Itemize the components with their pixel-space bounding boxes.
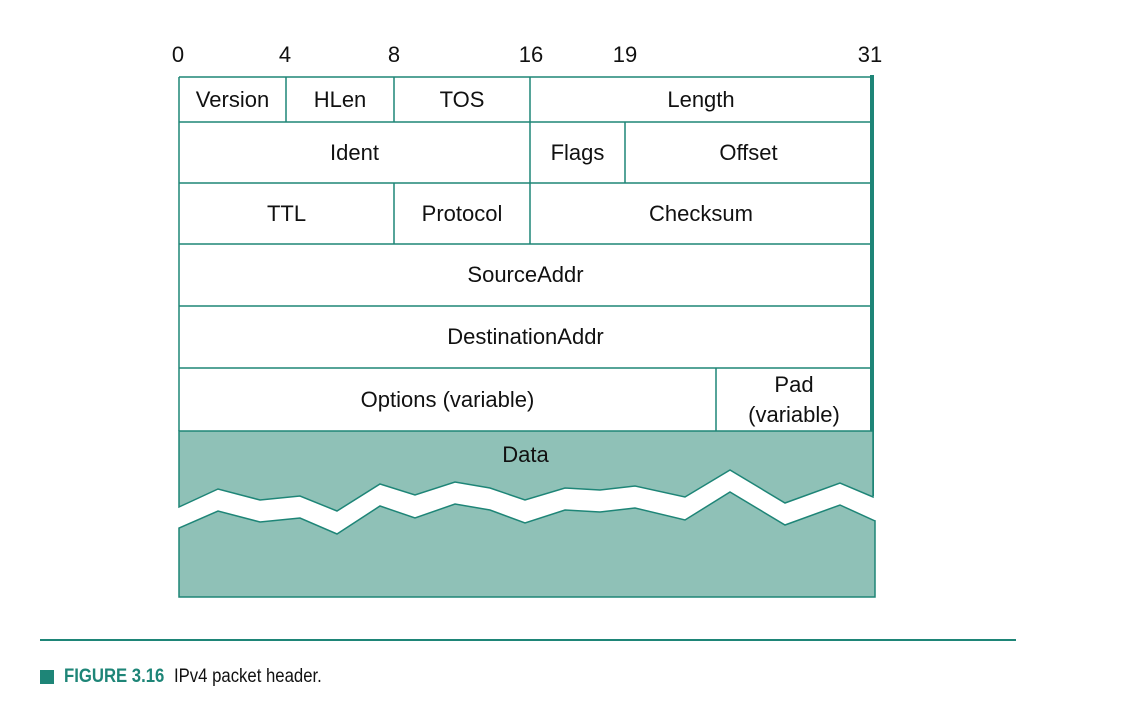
bit-label-0: 0 [171, 42, 185, 67]
bit-label-31: 31 [857, 42, 883, 67]
field-version: Version [195, 86, 270, 112]
field-ident: Ident [330, 139, 379, 165]
field-pad: Pad (variable) [716, 368, 872, 431]
caption-rule [40, 639, 1016, 641]
field-flags: Flags [550, 139, 605, 165]
caption-figure-number: FIGURE 3.16 [64, 666, 165, 687]
bit-label-4: 4 [278, 42, 292, 67]
caption-square-icon [40, 670, 54, 684]
figure-caption: FIGURE 3.16 IPv4 packet header. [40, 663, 342, 691]
field-protocol: Protocol [421, 200, 503, 226]
data-region-upper [178, 430, 874, 512]
field-pad-line1: Pad [774, 371, 814, 397]
field-destination-addr: DestinationAddr [447, 324, 604, 349]
field-pad-line2: (variable) [748, 401, 840, 427]
field-source-addr: SourceAddr [467, 262, 584, 287]
field-tos: TOS [439, 86, 485, 112]
caption-text: IPv4 packet header. [174, 666, 322, 687]
header-grid [178, 76, 873, 431]
field-ttl: TTL [266, 200, 307, 226]
field-offset: Offset [719, 139, 778, 165]
data-label: Data [502, 442, 549, 467]
field-checksum: Checksum [649, 200, 753, 226]
field-options: Options (variable) [360, 386, 535, 412]
bit-label-8: 8 [387, 42, 401, 67]
field-length: Length [667, 86, 735, 112]
data-region-lower [178, 491, 876, 598]
bit-label-19: 19 [612, 42, 638, 67]
field-hlen: HLen [313, 86, 367, 112]
bit-label-16: 16 [518, 42, 544, 67]
